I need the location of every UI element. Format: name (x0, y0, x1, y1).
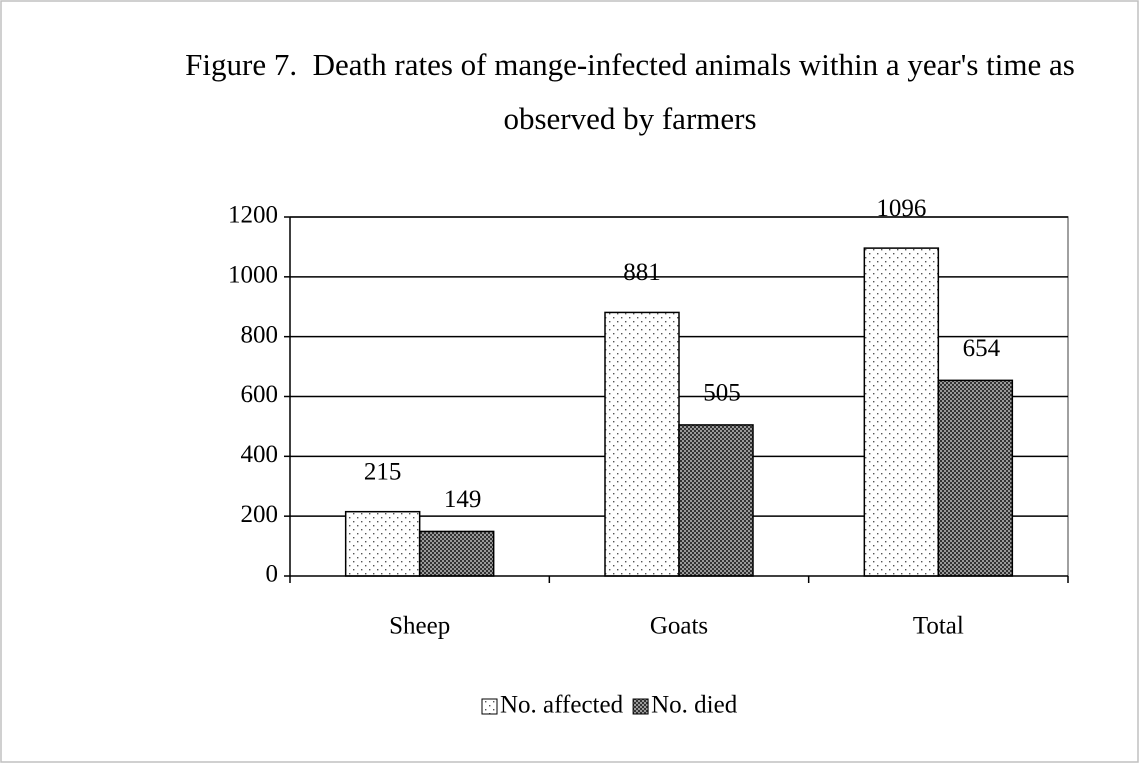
bar (863, 247, 940, 577)
value-label: 149 (444, 486, 482, 513)
y-tick-label: 400 (241, 441, 279, 468)
bar (604, 311, 680, 577)
x-tick-label: Goats (650, 613, 708, 640)
y-tick-label: 0 (266, 561, 279, 588)
plot: 0 200 400 600 800 1000 1200 Sheep 215 149 Goats 881… (228, 195, 1069, 719)
legend-swatch (632, 698, 649, 715)
y-tick-label: 200 (241, 501, 279, 528)
y-tick-label: 1200 (228, 202, 278, 229)
value-label: 1096 (876, 195, 926, 222)
x-tick-label: Sheep (389, 613, 450, 640)
value-label: 505 (703, 380, 741, 407)
bar (344, 510, 421, 577)
legend-swatch (481, 698, 498, 715)
bar (937, 379, 1014, 577)
chart-title: Figure 7. Death rates of mange-infected … (185, 47, 1083, 136)
legend-label: No. died (651, 692, 738, 719)
x-tick-label: Total (913, 613, 964, 640)
legend-label: No. affected (500, 692, 624, 719)
value-label: 881 (623, 259, 661, 286)
y-tick-label: 1000 (228, 262, 278, 289)
value-label: 654 (963, 335, 1001, 362)
value-label: 215 (364, 458, 402, 485)
bar (678, 424, 754, 577)
bar (418, 530, 495, 577)
y-tick-label: 800 (241, 321, 279, 348)
y-tick-label: 600 (241, 381, 279, 408)
